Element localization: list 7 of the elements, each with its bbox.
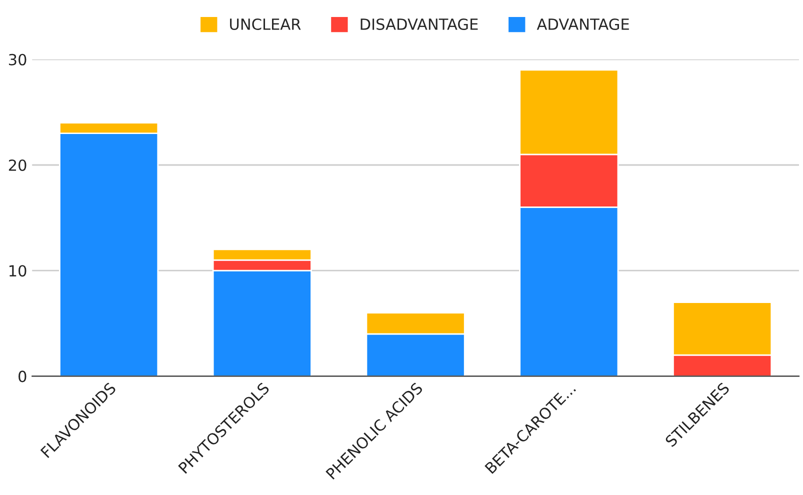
y-tick-label: 0 [18,370,26,382]
y-tick-label: 20 [8,159,26,172]
legend-label: UNCLEAR [230,18,301,30]
legend-label: DISADVANTAGE [360,18,478,30]
y-tick-label: 10 [9,265,26,277]
y-tick-label: 30 [8,54,26,66]
legend-label: ADVANTAGE [536,18,629,30]
